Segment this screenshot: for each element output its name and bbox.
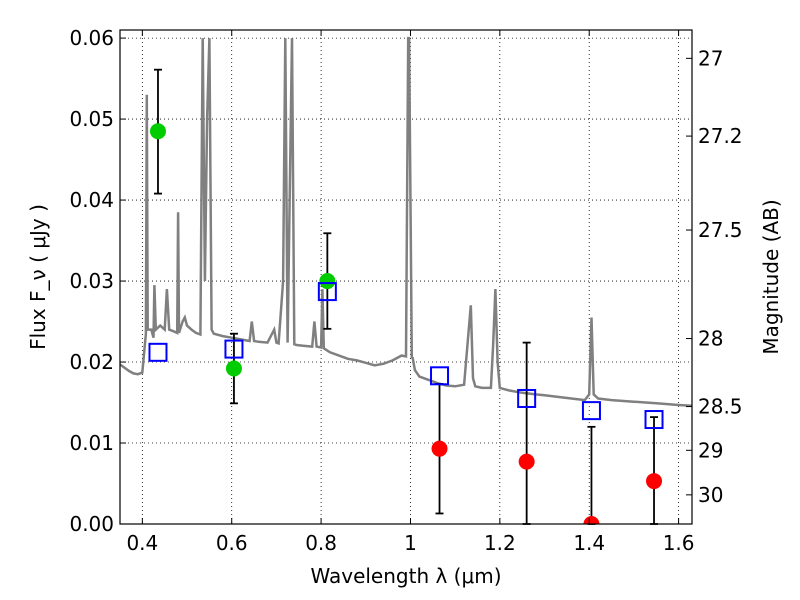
red-data-point: [583, 516, 600, 524]
red-data-point: [646, 473, 663, 490]
y2-tick-label: 27: [698, 46, 723, 70]
x-tick-label: 1.6: [663, 531, 695, 555]
y2-tick-label: 30: [698, 483, 723, 507]
green-data-point: [149, 123, 166, 140]
red-data-point: [518, 453, 535, 470]
x-tick-label: 1.4: [573, 531, 605, 555]
model-square-point: [148, 342, 168, 362]
y2-tick-label: 29: [698, 438, 723, 462]
y2-tick-label: 28.5: [698, 395, 743, 419]
y2-tick-label: 27.2: [698, 124, 743, 148]
model-square-point: [517, 388, 537, 408]
plot-frame: [119, 29, 693, 525]
y-tick-label: 0.01: [69, 431, 114, 455]
y-tick-label: 0.04: [69, 188, 114, 212]
model-square-point: [430, 366, 450, 386]
x-tick-label: 1: [404, 531, 417, 555]
x-tick-label: 1.2: [484, 531, 516, 555]
data-markers: [148, 123, 664, 524]
x-tick-label: 0.4: [126, 531, 158, 555]
red-data-point: [431, 440, 448, 457]
y2-tick-label: 27.5: [698, 218, 743, 242]
model-square-point: [317, 282, 337, 302]
model-spectrum: [120, 36, 692, 408]
y-axis-label: Flux F_ν ( μJy ): [26, 204, 50, 350]
y-tick-label: 0.05: [69, 107, 114, 131]
y-tick-label: 0.06: [69, 26, 114, 50]
model-square-point: [224, 339, 244, 359]
spectrum-line: [120, 36, 692, 408]
y2-axis-label: Magnitude (AB): [759, 199, 783, 354]
model-square-point: [644, 410, 664, 430]
model-square-point: [581, 401, 601, 421]
x-axis-label: Wavelength λ (μm): [310, 564, 501, 588]
x-tick-label: 0.8: [305, 531, 337, 555]
x-tick-label: 0.6: [216, 531, 248, 555]
y-tick-label: 0.02: [69, 350, 114, 374]
green-data-point: [225, 360, 242, 377]
axis-ticks: 0.4 0.6 0.8 1 1.2 1.4 1.6 0.00 0.01 0.02 0.03 0.04 0…: [69, 26, 742, 555]
y-tick-label: 0.00: [69, 512, 114, 536]
y-tick-label: 0.03: [69, 269, 114, 293]
green-data-point: [319, 273, 336, 290]
y2-tick-label: 28: [698, 327, 723, 351]
